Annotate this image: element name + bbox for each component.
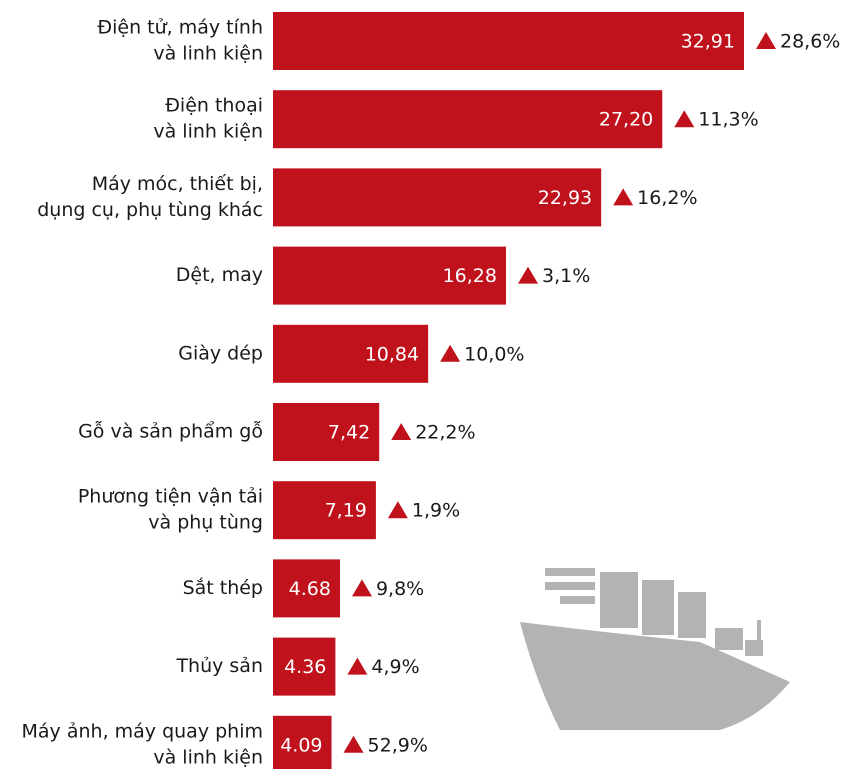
bar xyxy=(273,324,429,383)
value-label: 10,84 xyxy=(365,343,419,365)
growth-arrow xyxy=(756,32,776,49)
category-label: Gỗ và sản phẩm gỗ xyxy=(78,420,263,443)
value-label: 4.68 xyxy=(289,578,331,600)
category-label: Điện thoại xyxy=(165,95,263,117)
value-label: 22,93 xyxy=(538,187,592,209)
category-label: Điện tử, máy tính xyxy=(97,17,263,39)
category-label: Phương tiện vận tải xyxy=(78,486,263,508)
value-label: 4.36 xyxy=(284,656,326,678)
growth-arrow xyxy=(613,188,634,206)
growth-label: 4,9% xyxy=(371,656,419,678)
bar xyxy=(273,403,380,461)
growth-label: 52,9% xyxy=(368,734,428,756)
category-label: Thủy sản xyxy=(175,655,263,677)
category-label: Máy móc, thiết bị, xyxy=(92,173,263,195)
value-label: 4.09 xyxy=(280,734,322,756)
growth-label: 10,0% xyxy=(464,343,524,365)
bar xyxy=(273,90,663,149)
growth-label: 3,1% xyxy=(542,265,590,287)
growth-arrow xyxy=(387,501,408,519)
value-label: 7,42 xyxy=(328,422,370,444)
bar xyxy=(273,246,506,305)
category-label: và linh kiện xyxy=(153,746,263,768)
growth-arrow xyxy=(440,344,461,362)
growth-label: 9,8% xyxy=(376,578,424,600)
category-label: Máy ảnh, máy quay phim xyxy=(22,720,263,742)
value-label: 32,91 xyxy=(681,31,735,53)
category-label: và linh kiện xyxy=(153,121,263,143)
bar xyxy=(273,637,336,696)
category-label: Sắt thép xyxy=(183,576,263,599)
growth-label: 11,3% xyxy=(698,109,758,131)
growth-label: 1,9% xyxy=(412,500,460,522)
bar xyxy=(273,715,332,773)
bar xyxy=(273,12,744,70)
growth-label: 28,6% xyxy=(780,31,840,53)
growth-label: 22,2% xyxy=(415,422,475,444)
bar xyxy=(273,559,340,618)
category-label: và linh kiện xyxy=(153,43,263,65)
growth-arrow xyxy=(391,423,412,440)
value-label: 7,19 xyxy=(325,500,367,522)
bar xyxy=(273,481,376,540)
growth-arrow xyxy=(517,266,538,284)
growth-arrow xyxy=(343,735,364,753)
growth-arrow xyxy=(351,579,372,597)
growth-label: 16,2% xyxy=(637,187,697,209)
value-label: 16,28 xyxy=(443,265,497,287)
category-label: Dệt, may xyxy=(176,264,263,286)
category-label: dụng cụ, phụ tùng khác xyxy=(37,199,263,221)
value-label: 27,20 xyxy=(599,109,653,131)
ship-icon xyxy=(520,568,790,730)
growth-arrow xyxy=(674,110,695,128)
bar xyxy=(273,168,602,227)
growth-arrow xyxy=(347,657,368,675)
category-label: và phụ tùng xyxy=(148,512,263,534)
category-label: Giày dép xyxy=(178,342,263,364)
